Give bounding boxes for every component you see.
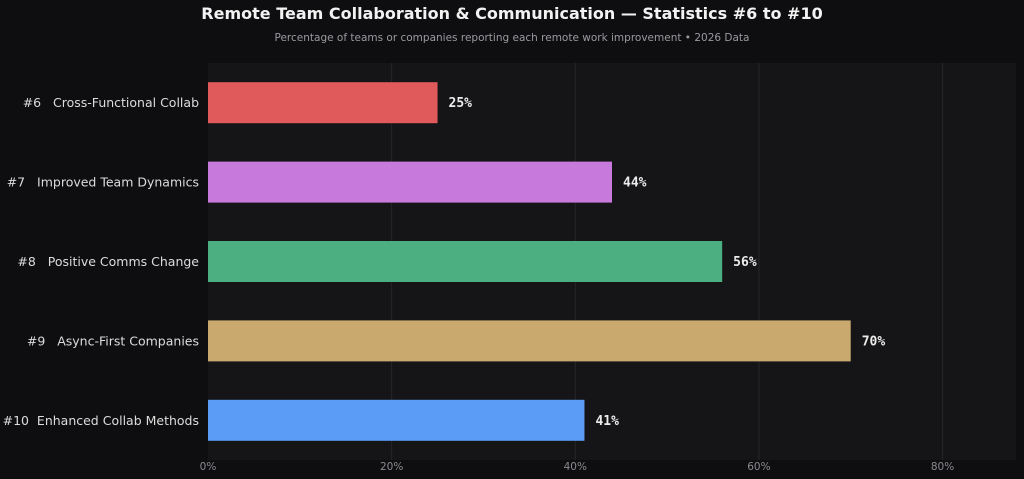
x-tick-label: 40% xyxy=(564,461,587,473)
bar xyxy=(208,320,851,362)
value-label: 44% xyxy=(623,176,647,191)
category-label: #7 Improved Team Dynamics xyxy=(7,175,199,190)
x-tick-label: 60% xyxy=(747,461,770,473)
value-labels: 25% 44% 56% 70% 41% xyxy=(449,96,886,429)
value-label: 41% xyxy=(595,414,619,429)
x-axis-ticks: 0% 20% 40% 60% 80% xyxy=(200,461,955,473)
chart-title: Remote Team Collaboration & Communicatio… xyxy=(201,4,822,23)
x-tick-label: 20% xyxy=(380,461,403,473)
x-tick-label: 80% xyxy=(931,461,954,473)
chart-subtitle: Percentage of teams or companies reporti… xyxy=(275,32,750,44)
value-label: 25% xyxy=(449,96,473,111)
bar xyxy=(208,161,612,203)
category-label: #8 Positive Comms Change xyxy=(17,254,199,269)
category-label: #6 Cross-Functional Collab xyxy=(23,95,199,110)
value-label: 56% xyxy=(733,255,757,270)
category-labels: #6 Cross-Functional Collab #7 Improved Te… xyxy=(3,95,200,428)
bar xyxy=(208,82,438,124)
bar xyxy=(208,241,723,282)
bars xyxy=(208,82,851,441)
x-tick-label: 0% xyxy=(200,461,217,473)
value-label: 70% xyxy=(862,334,886,349)
category-label: #9 Async-First Companies xyxy=(27,333,199,348)
category-label: #10 Enhanced Collab Methods xyxy=(3,413,199,428)
bar xyxy=(208,399,585,441)
